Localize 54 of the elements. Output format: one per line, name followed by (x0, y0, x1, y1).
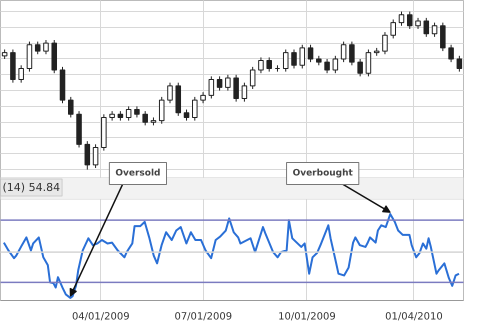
annotation: Oversold (115, 168, 161, 178)
candlestick (118, 110, 124, 122)
candlestick (432, 22, 438, 38)
candlestick (158, 96, 164, 124)
candlestick (43, 40, 49, 55)
x-tick-label: 07/01/2009 (174, 312, 232, 322)
candlestick (92, 144, 98, 169)
candlestick (68, 96, 74, 118)
candlestick (216, 76, 222, 92)
candlestick (308, 44, 314, 63)
candlestick (134, 106, 140, 118)
candlestick (282, 48, 289, 72)
candlestick (258, 56, 264, 74)
candlestick (84, 140, 90, 170)
candlestick (126, 106, 132, 122)
candlestick (357, 58, 363, 77)
candlestick (349, 41, 355, 66)
candlestick (142, 110, 148, 126)
text: (14) 54.84 (2, 180, 60, 194)
candlestick (340, 41, 346, 63)
candlestick (200, 92, 206, 104)
candlestick (324, 58, 330, 74)
candlestick (225, 74, 231, 92)
x-tick-label: 01/04/2010 (385, 312, 443, 322)
candlestick (266, 56, 272, 72)
candlestick (291, 48, 297, 69)
candlestick (184, 109, 190, 122)
candlestick (390, 18, 396, 39)
candlestick (300, 44, 306, 69)
annotation: Overbought (292, 168, 354, 178)
candlestick (192, 96, 198, 122)
candlestick (332, 55, 338, 74)
candlestick (26, 41, 32, 72)
candlestick (456, 55, 462, 72)
candlestick (366, 48, 372, 77)
candlestick (250, 66, 256, 90)
candlestick (208, 76, 214, 99)
candlestick (242, 82, 248, 102)
candlestick (34, 41, 40, 55)
candlestick (398, 11, 404, 26)
candlestick (18, 64, 24, 84)
x-tick-label: 04/01/2009 (72, 312, 130, 322)
candlestick (2, 48, 8, 60)
candlestick (167, 82, 173, 104)
x-tick-label: 10/01/2009 (278, 312, 336, 322)
candlestick (382, 32, 388, 55)
candlestick (109, 110, 115, 122)
candlestick (440, 22, 446, 52)
candlestick (406, 11, 413, 30)
candlestick (448, 44, 454, 63)
candlestick (424, 17, 430, 38)
candlestick (415, 17, 421, 30)
candlestick (233, 74, 239, 102)
candlestick (316, 55, 322, 66)
